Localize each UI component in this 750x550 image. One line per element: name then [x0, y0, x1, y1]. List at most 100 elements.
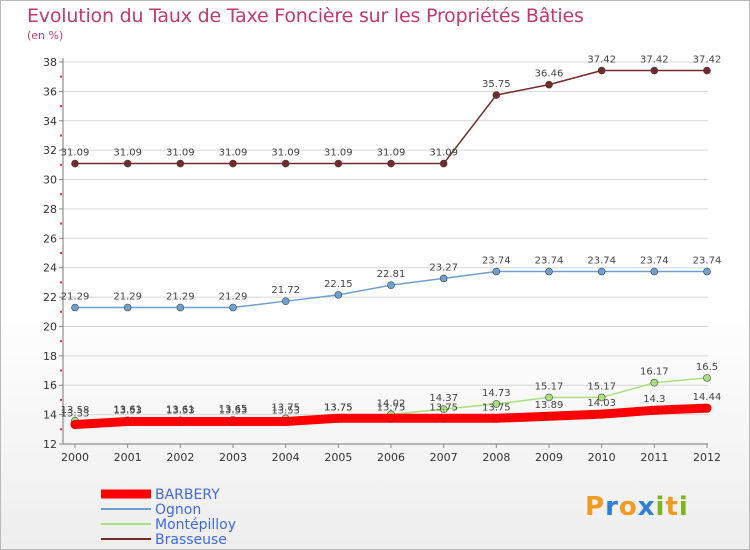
data-point-ognon: [650, 267, 659, 276]
data-label-barbery: 13.33: [61, 408, 90, 419]
data-point-brasseuse: [123, 159, 132, 168]
x-tick-label: 2003: [219, 451, 247, 464]
data-point-brasseuse: [176, 159, 185, 168]
y-tick-label: 34: [43, 115, 57, 128]
data-point-ognon: [597, 267, 606, 276]
data-label-barbery: 13.75: [324, 402, 353, 413]
y-tick-label: 36: [43, 85, 57, 98]
y-minor-tick: [60, 428, 62, 431]
data-point-brasseuse: [334, 159, 343, 168]
data-label-barbery: 13.75: [377, 402, 406, 413]
data-point-barbery: [334, 413, 343, 423]
data-label-brasseuse: 37.42: [640, 55, 669, 66]
data-point-ognon: [123, 303, 132, 312]
data-label-barbery: 13.53: [166, 406, 195, 417]
data-point-brasseuse: [650, 66, 659, 75]
data-label-brasseuse: 35.75: [482, 79, 511, 90]
data-point-ognon: [545, 267, 553, 276]
data-point-barbery: [492, 413, 501, 423]
data-point-barbery: [544, 411, 554, 421]
data-label-montepilloy: 16.5: [696, 362, 718, 373]
data-point-brasseuse: [71, 159, 79, 168]
data-label-montepilloy: 13.75: [324, 402, 353, 413]
data-point-barbery: [281, 417, 290, 426]
data-point-montepilloy: [439, 405, 448, 413]
y-tick-label: 12: [43, 438, 57, 451]
y-minor-tick: [60, 281, 62, 284]
logo-letter: r: [605, 492, 619, 522]
data-label-barbery: 13.53: [271, 406, 300, 417]
data-point-ognon: [71, 303, 79, 312]
x-tick-label: 2010: [588, 451, 616, 464]
data-point-brasseuse: [545, 80, 553, 89]
chart-title: Evolution du Taux de Taxe Foncière sur l…: [27, 5, 584, 27]
data-label-barbery: 14.03: [587, 398, 616, 409]
x-tick-label: 2009: [535, 451, 563, 464]
data-label-montepilloy: 14.02: [377, 398, 406, 409]
data-label-brasseuse: 31.09: [166, 148, 195, 159]
data-label-brasseuse: 31.09: [377, 148, 406, 159]
data-point-brasseuse: [229, 159, 237, 168]
data-label-ognon: 23.27: [429, 262, 458, 273]
data-point-brasseuse: [439, 159, 448, 168]
data-point-ognon: [334, 291, 343, 299]
data-label-montepilloy: 15.17: [587, 381, 616, 392]
y-minor-tick: [60, 105, 62, 108]
x-tick-label: 2004: [272, 451, 300, 464]
data-point-montepilloy: [492, 400, 501, 408]
data-point-ognon: [281, 297, 290, 305]
data-label-barbery: 13.53: [219, 406, 248, 417]
data-label-montepilloy: 13.65: [219, 404, 248, 415]
data-label-ognon: 22.15: [324, 279, 353, 290]
data-label-montepilloy: 16.17: [640, 367, 669, 378]
data-point-montepilloy: [703, 374, 711, 382]
data-point-barbery: [70, 420, 80, 429]
y-minor-tick: [60, 398, 62, 401]
data-point-barbery: [439, 413, 448, 423]
y-tick-label: 32: [43, 144, 57, 157]
data-point-brasseuse: [387, 159, 395, 168]
x-tick-label: 2005: [324, 451, 352, 464]
data-label-barbery: 13.75: [482, 402, 511, 413]
data-label-brasseuse: 31.09: [271, 148, 300, 159]
y-tick-label: 26: [43, 232, 57, 245]
data-point-ognon: [176, 303, 185, 312]
data-label-barbery: 14.3: [643, 394, 665, 405]
data-label-montepilloy: 13.58: [61, 405, 90, 416]
data-point-brasseuse: [703, 66, 711, 75]
logo-letter: P: [585, 492, 606, 522]
y-tick-label: 20: [43, 320, 57, 333]
logo-letter: x: [637, 492, 656, 522]
data-label-brasseuse: 31.09: [113, 148, 142, 159]
data-label-brasseuse: 31.09: [429, 148, 458, 159]
y-tick-label: 38: [43, 56, 57, 69]
data-label-montepilloy: 15.17: [535, 381, 564, 392]
data-label-ognon: 21.29: [219, 292, 248, 303]
data-point-barbery: [123, 417, 132, 426]
x-tick-label: 2008: [482, 451, 510, 464]
x-tick-label: 2000: [61, 451, 89, 464]
x-tick-label: 2001: [114, 451, 142, 464]
data-label-barbery: 13.75: [429, 402, 458, 413]
y-minor-tick: [60, 163, 62, 166]
data-point-ognon: [387, 281, 395, 289]
data-label-ognon: 21.29: [113, 292, 142, 303]
data-point-barbery: [176, 417, 185, 426]
legend-label-montepilloy: Montépilloy: [155, 517, 236, 533]
y-unit-label: (en %): [27, 29, 64, 42]
data-point-montepilloy: [650, 378, 659, 387]
data-label-brasseuse: 31.09: [324, 148, 353, 159]
y-minor-tick: [60, 369, 62, 372]
legend-label-ognon: Ognon: [155, 502, 201, 518]
data-label-brasseuse: 37.42: [693, 55, 722, 66]
data-label-montepilloy: 13.61: [113, 404, 142, 415]
data-point-ognon: [439, 274, 448, 283]
data-point-ognon: [703, 267, 711, 276]
data-label-brasseuse: 31.09: [61, 148, 90, 159]
x-tick-label: 2002: [166, 451, 194, 464]
data-label-ognon: 21.29: [61, 292, 90, 303]
data-label-ognon: 23.74: [640, 256, 669, 267]
y-tick-label: 14: [43, 409, 57, 422]
data-label-barbery: 14.44: [693, 392, 722, 403]
